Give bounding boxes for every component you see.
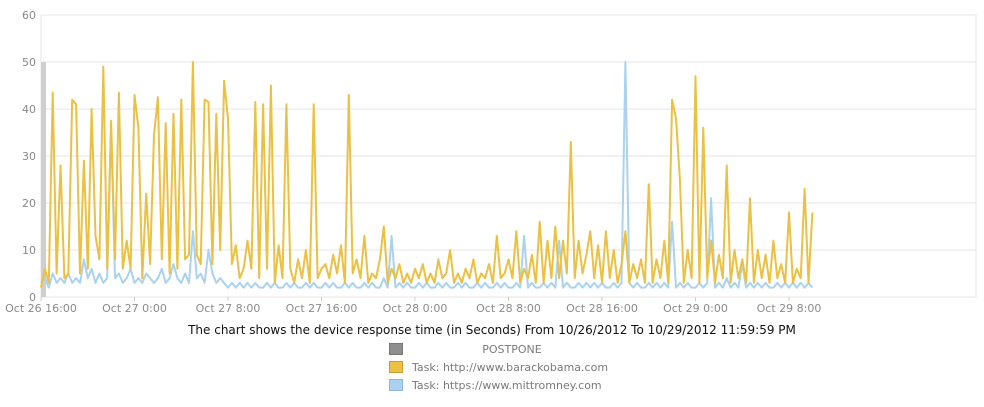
y-axis-marker: [41, 62, 46, 297]
legend-swatch-romney: [389, 379, 403, 391]
x-tick-label: Oct 26 16:00: [5, 302, 77, 315]
y-tick-label: 20: [22, 197, 36, 210]
chart-caption: The chart shows the device response time…: [188, 323, 796, 337]
x-tick-label: Oct 29 8:00: [757, 302, 822, 315]
legend-label-obama: Task: http://www.barackobama.com: [412, 360, 609, 374]
y-tick-label: 30: [22, 150, 36, 163]
legend-item-obama[interactable]: Task: http://www.barackobama.com: [389, 358, 612, 376]
legend-item-romney[interactable]: Task: https://www.mittromney.com: [389, 376, 612, 394]
series-lines: [40, 61, 814, 289]
y-tick-label: 50: [22, 56, 36, 69]
y-tick-label: 0: [29, 291, 36, 304]
legend-label-postpone: POSTPONE: [482, 342, 542, 356]
gridlines: [41, 14, 976, 298]
x-tick-label: Oct 27 16:00: [286, 302, 358, 315]
legend-swatch-postpone: [389, 343, 403, 355]
legend-label-romney: Task: https://www.mittromney.com: [412, 378, 602, 392]
x-tick-label: Oct 28 8:00: [476, 302, 541, 315]
x-tick-label: Oct 29 0:00: [663, 302, 728, 315]
x-tick-label: Oct 28 0:00: [383, 302, 448, 315]
y-tick-label: 60: [22, 9, 36, 22]
legend-swatch-obama: [389, 361, 403, 373]
x-tick-label: Oct 27 0:00: [102, 302, 167, 315]
y-tick-label: 10: [22, 244, 36, 257]
y-axis: 0 10 20 30 40 50 60: [22, 9, 36, 304]
y-tick-label: 40: [22, 103, 36, 116]
x-tick-label: Oct 27 8:00: [196, 302, 261, 315]
x-tick-label: Oct 28 16:00: [566, 302, 638, 315]
x-axis: Oct 26 16:00 Oct 27 0:00 Oct 27 8:00 Oct 27…: [5, 297, 821, 315]
legend-item-postpone[interactable]: POSTPONE: [389, 340, 612, 358]
series-line-obama: [40, 61, 814, 288]
legend: POSTPONE Task: http://www.barackobama.co…: [389, 340, 612, 394]
